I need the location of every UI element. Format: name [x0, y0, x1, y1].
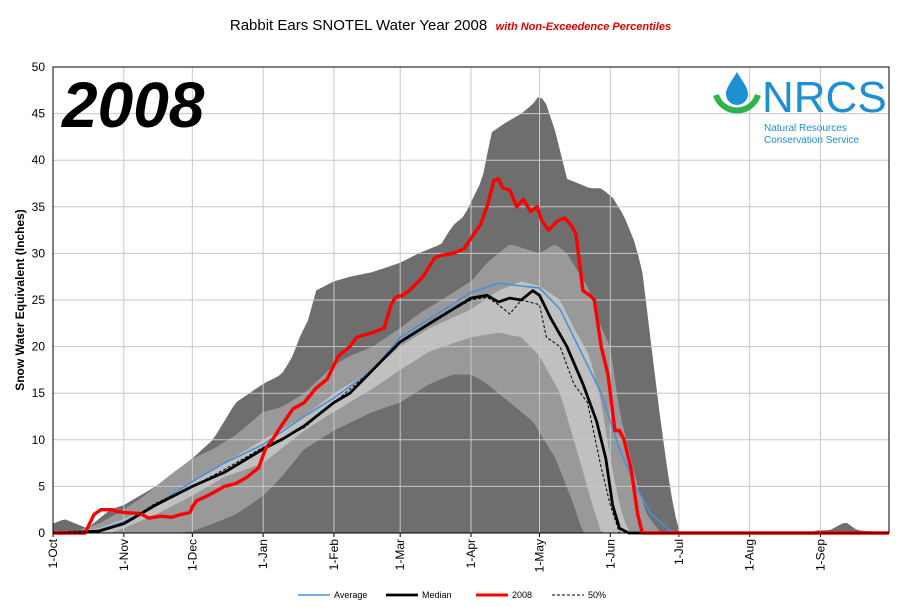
- y-tick-label: 25: [32, 293, 46, 307]
- legend-label: 2008: [512, 590, 532, 600]
- logo-swoosh-icon: [713, 93, 761, 114]
- series-line-median: [52, 289, 889, 535]
- y-tick-label: 40: [32, 153, 46, 167]
- y-tick-label: 30: [32, 246, 46, 260]
- x-tick-label: 1-Jul: [672, 539, 686, 565]
- legend-label: Median: [422, 590, 452, 600]
- plot-area: 0 5 10 15 20 25 30 35 40 45 50 1-Oct 1-Nov 1-Dec 1-Jan…: [32, 60, 890, 572]
- series-line-50-: [52, 296, 889, 534]
- y-tick-label: 50: [32, 60, 46, 74]
- chart-legend: Average Median 2008 50%: [298, 590, 606, 600]
- y-tick-label: 45: [32, 107, 46, 121]
- y-tick-label: 20: [32, 340, 46, 354]
- x-tick-label: 1-Jan: [256, 539, 270, 569]
- y-tick-label: 0: [38, 526, 45, 540]
- chart-title-row: Rabbit Ears SNOTEL Water Year 2008 with …: [0, 17, 901, 35]
- logo-brand: NRCS: [762, 73, 887, 122]
- y-axis-label: Snow Water Equivalent (Inches): [13, 209, 27, 391]
- series-line-2008: [53, 177, 889, 535]
- year-badge: 2008: [61, 69, 205, 141]
- logo-line-2: Conservation Service: [764, 135, 859, 146]
- x-tick-label: 1-Oct: [46, 538, 60, 568]
- y-tick-label: 35: [32, 200, 46, 214]
- plot-border: [52, 66, 890, 534]
- x-tick-label: 1-Feb: [327, 539, 341, 571]
- series-line-average: [52, 282, 889, 534]
- x-tick-label: 1-Dec: [185, 539, 199, 571]
- chart-title: Rabbit Ears SNOTEL Water Year 2008: [229, 17, 488, 34]
- x-tick-label: 1-Nov: [117, 539, 131, 571]
- logo-line-1: Natural Resources: [764, 123, 847, 134]
- chart-subtitle: with Non-Exceedence Percentiles: [495, 21, 672, 33]
- x-tick-label: 1-Aug: [743, 539, 757, 571]
- y-tick-label: 15: [32, 386, 46, 400]
- x-tick-label: 1-May: [533, 539, 547, 572]
- nrcs-logo: NRCS Natural Resources Conservation Serv…: [713, 72, 887, 146]
- x-tick-label: 1-Jun: [603, 539, 617, 569]
- legend-label: Average: [334, 590, 367, 600]
- x-tick-label: 1-Sep: [813, 539, 827, 571]
- y-tick-label: 10: [32, 433, 46, 447]
- x-tick-label: 1-Mar: [393, 539, 407, 570]
- legend-label: 50%: [588, 590, 606, 600]
- y-tick-label: 5: [38, 479, 45, 493]
- water-drop-icon: [726, 72, 748, 105]
- x-tick-label: 1-Apr: [464, 539, 478, 568]
